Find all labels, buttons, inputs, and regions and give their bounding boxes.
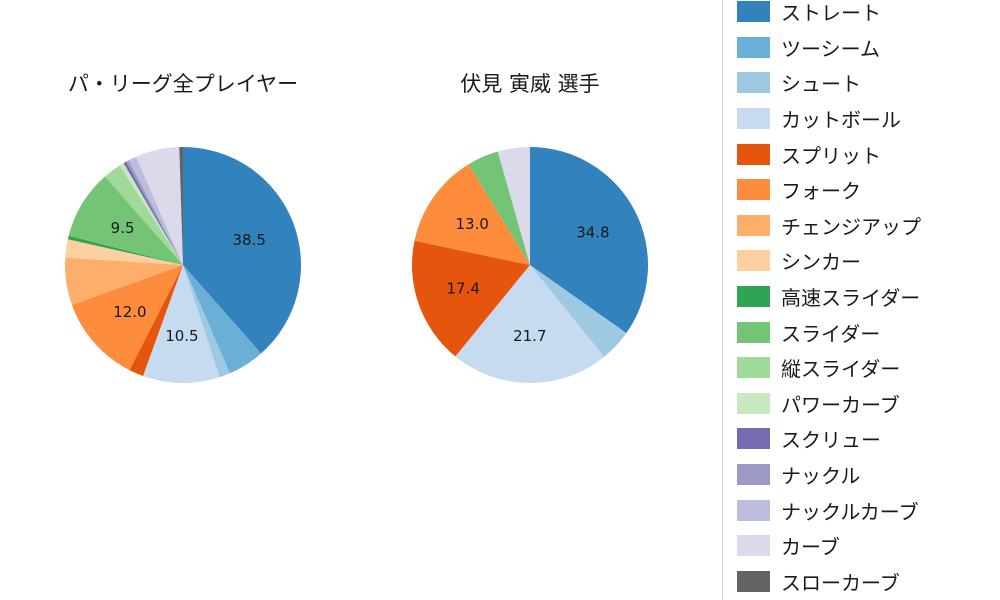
pie-slice xyxy=(497,147,530,265)
pie-value-label: 34.8 xyxy=(576,224,609,242)
pie-slice xyxy=(104,165,183,265)
legend-color-swatch xyxy=(737,357,770,379)
legend-color-swatch xyxy=(737,321,770,343)
pie-chart-player: 伏見 寅威 選手 34.8 21.7 17.4 13.0 xyxy=(360,62,700,402)
legend-item: フォーク xyxy=(737,172,1000,208)
pie-slice xyxy=(129,265,183,377)
legend-color-swatch xyxy=(737,179,770,201)
pie-slice xyxy=(183,265,262,374)
legend-color-swatch xyxy=(737,143,770,165)
pie-slice xyxy=(71,265,183,371)
chart-title-league: パ・リーグ全プレイヤー xyxy=(67,72,299,96)
pie-chart-league: パ・リーグ全プレイヤー 38.5 10.5 12.0 9.5 xyxy=(13,62,353,402)
pie-slice xyxy=(68,176,183,265)
legend-item: 高速スライダー xyxy=(737,279,1000,315)
legend-item-label: 高速スライダー xyxy=(781,286,921,311)
legend-color-swatch xyxy=(737,250,770,272)
pie-slice xyxy=(414,164,530,265)
legend-color-swatch xyxy=(737,72,770,94)
pie-value-label: 10.5 xyxy=(165,327,198,345)
pitch-type-legend: ストレート ツーシーム シュート カットボール スプリット フォーク チェンジア… xyxy=(722,0,1000,600)
pie-slice xyxy=(183,265,230,378)
pie-value-label: 38.5 xyxy=(232,231,265,249)
legend-item: カットボール xyxy=(737,101,1000,137)
legend-color-swatch xyxy=(737,36,770,58)
legend-item-label: カーブ xyxy=(781,535,840,560)
legend-color-swatch xyxy=(737,428,770,450)
pie-value-label: 13.0 xyxy=(455,215,488,233)
legend-color-swatch xyxy=(737,570,770,592)
pie-value-label: 9.5 xyxy=(111,219,135,237)
pie-slice xyxy=(65,239,183,265)
legend-item-label: ストレート xyxy=(781,1,881,26)
legend-item: スローカーブ xyxy=(737,564,1000,600)
pie-player: 34.8 21.7 17.4 13.0 xyxy=(412,147,648,383)
legend-item-label: スプリット xyxy=(781,143,881,168)
legend-item: シンカー xyxy=(737,243,1000,279)
legend-item-label: スライダー xyxy=(781,321,881,346)
pie-league: 38.5 10.5 12.0 9.5 xyxy=(64,147,301,383)
legend-item: スクリュー xyxy=(737,421,1000,457)
pie-slice xyxy=(412,240,530,357)
pie-slice xyxy=(67,235,183,265)
legend-item-label: シンカー xyxy=(781,250,861,275)
legend-item: チェンジアップ xyxy=(737,208,1000,244)
legend-color-swatch xyxy=(737,1,770,23)
legend-item-label: 縦スライダー xyxy=(781,357,901,382)
legend-item: ナックルカーブ xyxy=(737,492,1000,528)
pie-slice xyxy=(128,156,183,265)
legend-item: パワーカーブ xyxy=(737,386,1000,422)
legend-item-label: スローカーブ xyxy=(781,570,900,595)
pie-slice xyxy=(123,161,183,265)
pie-slice xyxy=(530,265,627,357)
legend-list: ストレート ツーシーム シュート カットボール スプリット フォーク チェンジア… xyxy=(723,0,1000,599)
legend-color-swatch xyxy=(737,392,770,414)
legend-item-label: ナックル xyxy=(781,464,861,489)
legend-item: ツーシーム xyxy=(737,30,1000,66)
legend-item: スプリット xyxy=(737,136,1000,172)
legend-item-label: フォーク xyxy=(781,179,861,204)
pie-slice xyxy=(183,147,301,354)
legend-item: シュート xyxy=(737,65,1000,101)
pie-value-label: 21.7 xyxy=(513,327,546,345)
legend-item-label: ツーシーム xyxy=(781,36,880,61)
pie-slice xyxy=(455,265,605,383)
legend-item: カーブ xyxy=(737,528,1000,564)
pie-value-label: 17.4 xyxy=(446,280,479,298)
pie-slice xyxy=(179,147,183,265)
legend-color-swatch xyxy=(737,464,770,486)
legend-item: ナックル xyxy=(737,457,1000,493)
legend-item: スライダー xyxy=(737,314,1000,350)
pie-slice xyxy=(468,151,530,265)
pie-slice xyxy=(530,147,648,334)
pie-slice xyxy=(126,160,183,265)
chart-title-player: 伏見 寅威 選手 xyxy=(460,72,600,96)
legend-item-label: チェンジアップ xyxy=(781,214,921,239)
legend-item-label: カットボール xyxy=(781,108,901,133)
legend-item-label: パワーカーブ xyxy=(781,392,900,417)
legend-color-swatch xyxy=(737,535,770,557)
legend-item-label: ナックルカーブ xyxy=(781,499,919,524)
legend-item-label: シュート xyxy=(781,72,861,97)
legend-color-swatch xyxy=(737,214,770,236)
legend-item-label: スクリュー xyxy=(781,428,881,453)
pie-slice xyxy=(64,257,183,305)
legend-item: 縦スライダー xyxy=(737,350,1000,386)
legend-color-swatch xyxy=(737,286,770,308)
pie-slice xyxy=(143,265,220,383)
pie-slice xyxy=(119,163,183,265)
legend-color-swatch xyxy=(737,499,770,521)
legend-item: ストレート xyxy=(737,0,1000,30)
pie-value-label: 12.0 xyxy=(113,303,146,321)
legend-color-swatch xyxy=(737,108,770,130)
pie-slice xyxy=(136,147,183,265)
